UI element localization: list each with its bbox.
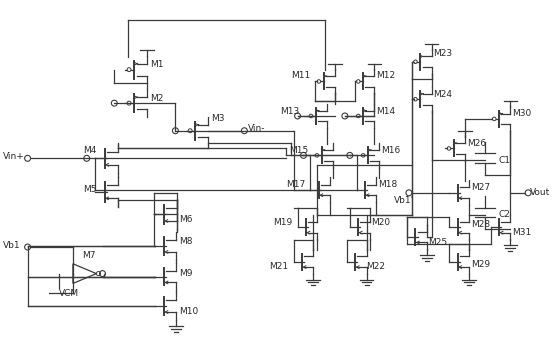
Text: M27: M27 xyxy=(471,183,490,192)
Text: Vout: Vout xyxy=(530,188,550,197)
Text: M8: M8 xyxy=(179,237,193,246)
Text: M15: M15 xyxy=(289,146,308,155)
Text: Vb1: Vb1 xyxy=(3,240,20,249)
Text: M12: M12 xyxy=(376,71,396,80)
Text: M31: M31 xyxy=(512,228,532,237)
Text: M13: M13 xyxy=(280,107,299,116)
Text: M7: M7 xyxy=(82,251,95,260)
Text: M4: M4 xyxy=(83,146,96,155)
Text: M24: M24 xyxy=(433,90,453,99)
Text: Vin+: Vin+ xyxy=(3,152,25,161)
Text: M26: M26 xyxy=(467,139,486,148)
Text: M19: M19 xyxy=(273,218,292,227)
Text: M11: M11 xyxy=(291,71,310,80)
Text: M29: M29 xyxy=(471,260,490,269)
Text: M3: M3 xyxy=(211,114,224,123)
Text: C2: C2 xyxy=(498,210,511,219)
Text: M5: M5 xyxy=(83,185,96,194)
Text: M23: M23 xyxy=(433,49,453,58)
Text: M2: M2 xyxy=(150,94,163,103)
Text: C1: C1 xyxy=(498,156,511,165)
Text: Vb1': Vb1' xyxy=(394,196,414,205)
Text: M18: M18 xyxy=(378,180,397,189)
Text: Vin-: Vin- xyxy=(248,124,266,133)
Text: M20: M20 xyxy=(371,218,391,227)
Text: M1: M1 xyxy=(150,60,163,69)
Text: VCM: VCM xyxy=(59,289,79,298)
Text: M30: M30 xyxy=(512,109,532,118)
Text: M22: M22 xyxy=(367,262,385,271)
Text: M21: M21 xyxy=(269,262,288,271)
Text: M17: M17 xyxy=(286,180,305,189)
Text: M14: M14 xyxy=(376,107,396,116)
Text: M10: M10 xyxy=(179,307,199,316)
Text: M9: M9 xyxy=(179,269,193,278)
Text: M28: M28 xyxy=(471,220,490,229)
Text: M25: M25 xyxy=(428,238,448,247)
Text: M16: M16 xyxy=(381,146,401,155)
Text: M6: M6 xyxy=(179,215,193,224)
